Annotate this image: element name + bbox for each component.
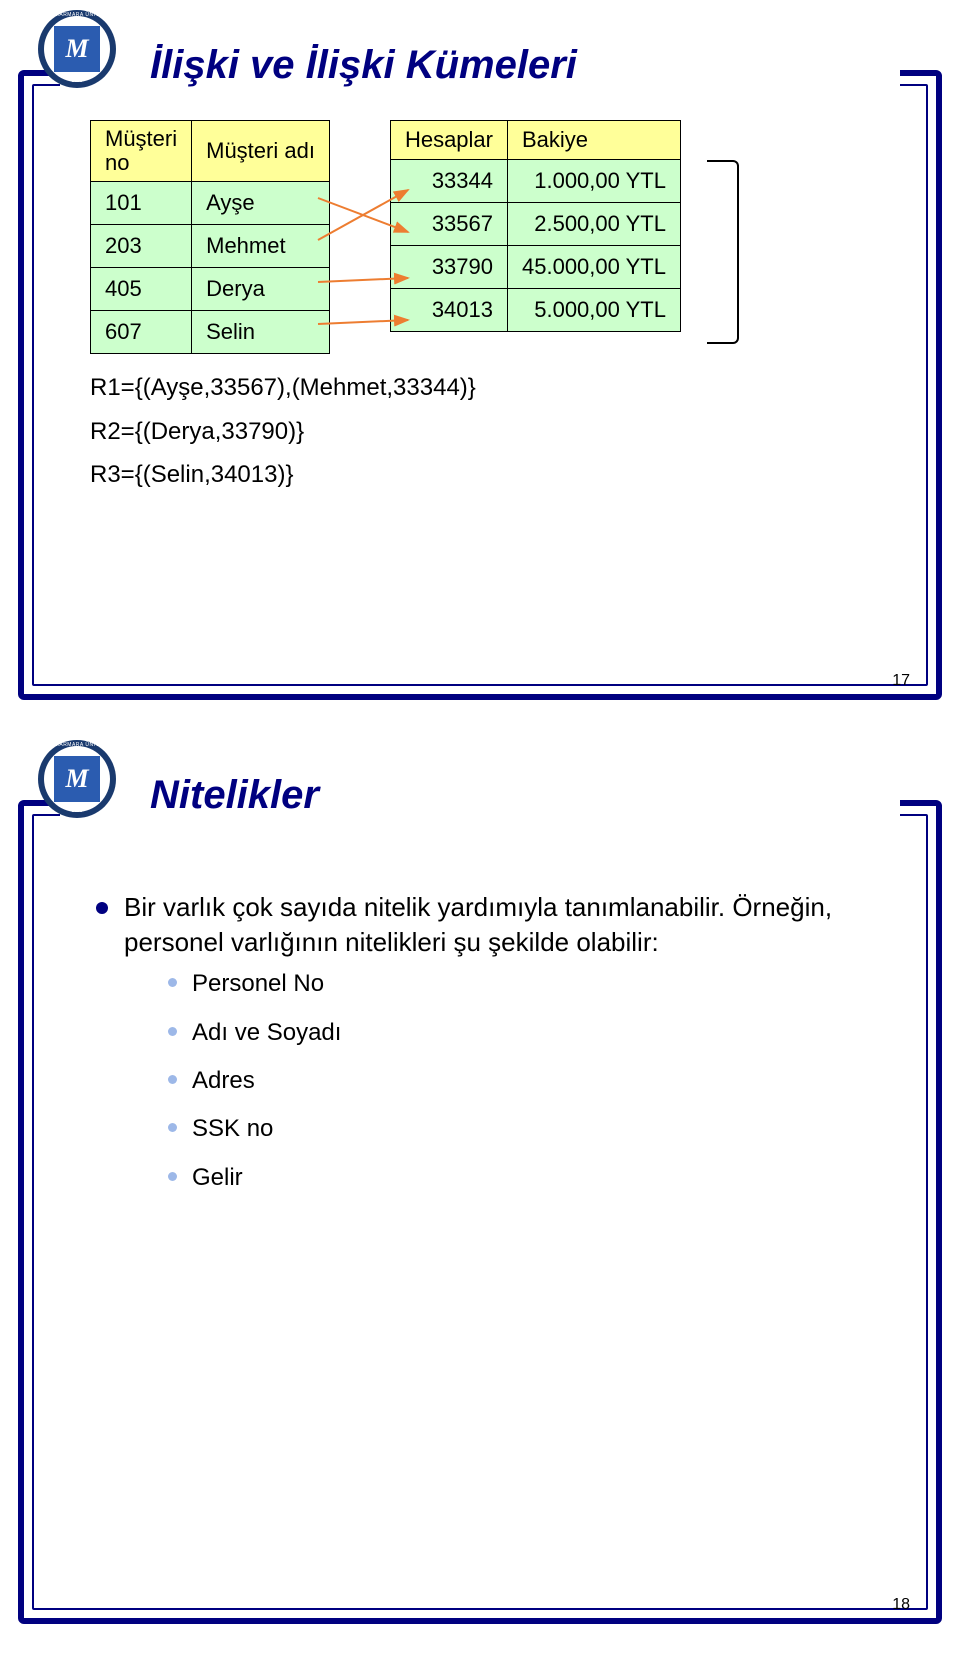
- col-header: Bakiye: [508, 121, 681, 160]
- table-cell: 33567: [390, 203, 507, 246]
- table-row: 3379045.000,00 YTL: [390, 246, 680, 289]
- bracket-icon: [707, 160, 739, 344]
- slide-title: Nitelikler: [150, 773, 319, 818]
- col-header: Müşteri adı: [192, 121, 330, 182]
- title-bar: Nitelikler: [60, 760, 900, 830]
- col-header: Hesaplar: [390, 121, 507, 160]
- table-cell: 2.500,00 YTL: [508, 203, 681, 246]
- table-cell: 45.000,00 YTL: [508, 246, 681, 289]
- tables-row: Müşterino Müşteri adı 101Ayşe203Mehmet40…: [90, 120, 880, 354]
- table-row: 335672.500,00 YTL: [390, 203, 680, 246]
- table-cell: 203: [91, 225, 192, 268]
- slide-title: İlişki ve İlişki Kümeleri: [150, 43, 577, 88]
- list-item: Adı ve Soyadı: [164, 1017, 880, 1049]
- relation-line: R1={(Ayşe,33567),(Mehmet,33344)}: [90, 366, 880, 409]
- table-row: 340135.000,00 YTL: [390, 289, 680, 332]
- table-cell: 1.000,00 YTL: [508, 160, 681, 203]
- title-bar: İlişki ve İlişki Kümeleri: [60, 30, 900, 100]
- table-row: 101Ayşe: [91, 182, 330, 225]
- university-logo: MARMARA ÜNİV M 1883: [38, 740, 116, 818]
- page-number: 18: [892, 1596, 910, 1614]
- accounts-table: Hesaplar Bakiye 333441.000,00 YTL335672.…: [390, 120, 681, 332]
- main-list: Bir varlık çok sayıda nitelik yardımıyla…: [90, 890, 880, 1194]
- list-item: Gelir: [164, 1162, 880, 1194]
- table-row: 333441.000,00 YTL: [390, 160, 680, 203]
- table-row: 405Derya: [91, 268, 330, 311]
- relation-line: R3={(Selin,34013)}: [90, 453, 880, 496]
- list-item: Bir varlık çok sayıda nitelik yardımıyla…: [90, 890, 880, 1194]
- table-cell: 34013: [390, 289, 507, 332]
- table-cell: 101: [91, 182, 192, 225]
- table-cell: Mehmet: [192, 225, 330, 268]
- relation-line: R2={(Derya,33790)}: [90, 410, 880, 453]
- page-number: 17: [892, 672, 910, 690]
- main-text: Bir varlık çok sayıda nitelik yardımıyla…: [124, 892, 832, 957]
- table-row: 203Mehmet: [91, 225, 330, 268]
- university-logo: MARMARA ÜNİV M 1883: [38, 10, 116, 88]
- table-cell: Ayşe: [192, 182, 330, 225]
- table-row: 607Selin: [91, 311, 330, 354]
- slide-2: MARMARA ÜNİV M 1883 Nitelikler Bir varlı…: [0, 730, 960, 1654]
- list-item: SSK no: [164, 1113, 880, 1145]
- list-item: Adres: [164, 1065, 880, 1097]
- table-cell: 607: [91, 311, 192, 354]
- table-cell: 33790: [390, 246, 507, 289]
- customers-table: Müşterino Müşteri adı 101Ayşe203Mehmet40…: [90, 120, 330, 354]
- table-cell: 33344: [390, 160, 507, 203]
- table-cell: 5.000,00 YTL: [508, 289, 681, 332]
- relation-definitions: R1={(Ayşe,33567),(Mehmet,33344)} R2={(De…: [90, 366, 880, 496]
- table-cell: 405: [91, 268, 192, 311]
- list-item: Personel No: [164, 968, 880, 1000]
- table-cell: Derya: [192, 268, 330, 311]
- col-header: Müşterino: [91, 121, 192, 182]
- sub-list: Personel No Adı ve Soyadı Adres SSK no Gelir: [124, 960, 880, 1194]
- table-cell: Selin: [192, 311, 330, 354]
- slide-1: MARMARA ÜNİV M 1883 İlişki ve İlişki Küm…: [0, 0, 960, 730]
